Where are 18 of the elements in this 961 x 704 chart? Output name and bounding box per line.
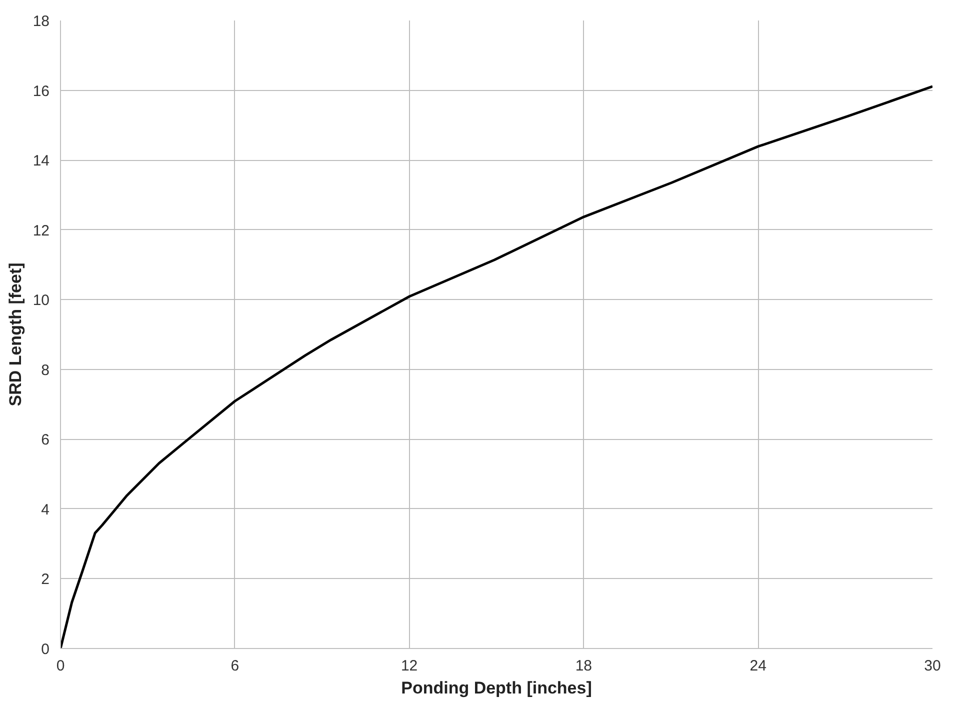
y-tick-label: 18 [32,13,50,30]
y-tick-label: 16 [32,82,50,100]
y-tick-label: 2 [41,571,50,588]
x-tick-label: 18 [575,658,592,674]
y-tick-label: 0 [41,641,50,658]
x-tick-label: 30 [924,658,941,674]
x-tick-label: 24 [750,658,766,674]
x-axis-title: Ponding Depth [inches] [401,678,592,698]
y-tick-label: 4 [41,501,50,518]
y-tick-label: 8 [41,362,50,379]
x-tick-label: 12 [400,658,418,674]
x-tick-label: 6 [230,658,240,674]
y-axis-title: SRD Length [feet] [6,262,25,406]
y-tick-label: 14 [32,152,50,170]
y-tick-label: 12 [32,222,50,240]
x-tick-label: 0 [56,658,65,674]
y-tick-label: 10 [32,292,50,310]
y-tick-label: 6 [41,432,50,449]
